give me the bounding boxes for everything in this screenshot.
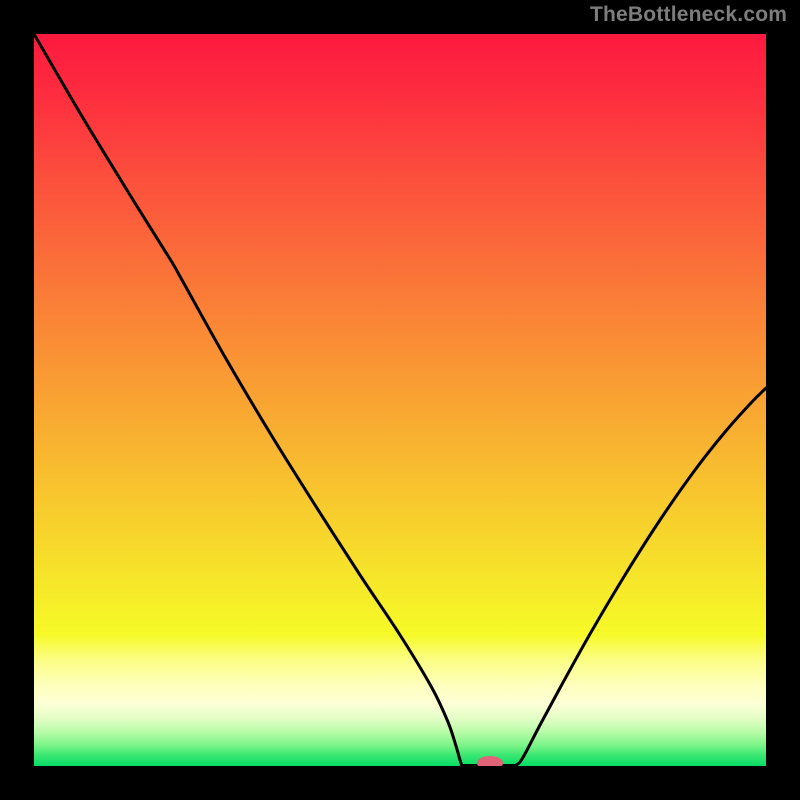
chart-frame: TheBottleneck.com bbox=[0, 0, 800, 800]
plot-background-gradient bbox=[34, 34, 766, 766]
bottleneck-chart bbox=[0, 0, 800, 800]
watermark-text: TheBottleneck.com bbox=[590, 3, 787, 27]
